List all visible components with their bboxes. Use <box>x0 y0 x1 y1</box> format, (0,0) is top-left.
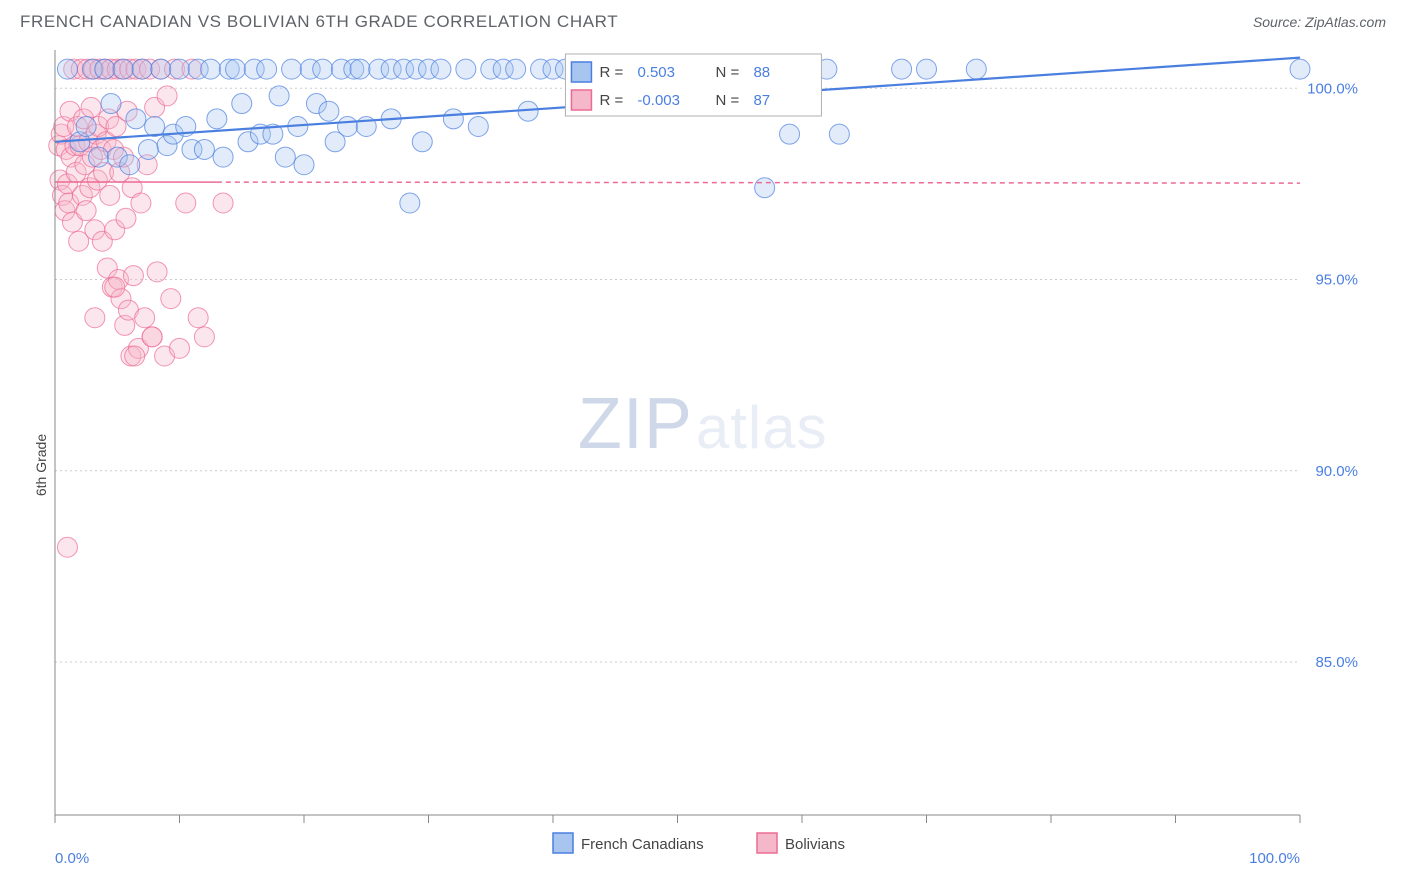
data-point <box>57 59 77 79</box>
data-point <box>157 86 177 106</box>
data-point <box>123 266 143 286</box>
data-point <box>132 59 152 79</box>
data-point <box>213 147 233 167</box>
stat-r-label: R = <box>599 64 623 81</box>
data-point <box>319 101 339 121</box>
data-point <box>213 193 233 213</box>
data-point <box>456 59 476 79</box>
data-point <box>226 59 246 79</box>
legend-swatch <box>571 90 591 110</box>
data-point <box>201 59 221 79</box>
data-point <box>194 139 214 159</box>
data-point <box>161 289 181 309</box>
stat-n-label: N = <box>715 64 739 81</box>
data-point <box>257 59 277 79</box>
legend-label: Bolivians <box>785 836 845 853</box>
data-point <box>176 193 196 213</box>
data-point <box>313 59 333 79</box>
data-point <box>142 327 162 347</box>
watermark: atlas <box>696 394 828 461</box>
legend-swatch <box>553 833 573 853</box>
chart-title: FRENCH CANADIAN VS BOLIVIAN 6TH GRADE CO… <box>20 12 618 32</box>
data-point <box>170 338 190 358</box>
data-point <box>188 308 208 328</box>
y-axis-tick-label: 100.0% <box>1307 80 1358 97</box>
data-point <box>120 155 140 175</box>
data-point <box>829 124 849 144</box>
y-axis-label: 6th Grade <box>33 434 49 496</box>
data-point <box>294 155 314 175</box>
data-point <box>105 277 125 297</box>
data-point <box>917 59 937 79</box>
data-point <box>350 59 370 79</box>
stat-r-value: -0.003 <box>637 92 680 109</box>
data-point <box>125 346 145 366</box>
data-point <box>113 59 133 79</box>
data-point <box>131 193 151 213</box>
watermark: ZIP <box>578 384 693 464</box>
data-point <box>81 97 101 117</box>
data-point <box>269 86 289 106</box>
data-point <box>76 117 96 137</box>
x-axis-tick-label: 100.0% <box>1249 850 1300 867</box>
data-point <box>431 59 451 79</box>
source-attribution: Source: ZipAtlas.com <box>1253 14 1386 30</box>
data-point <box>138 139 158 159</box>
data-point <box>89 147 109 167</box>
data-point <box>232 94 252 114</box>
data-point <box>57 537 77 557</box>
data-point <box>85 308 105 328</box>
data-point <box>506 59 526 79</box>
x-axis-tick-label: 0.0% <box>55 850 89 867</box>
data-point <box>780 124 800 144</box>
y-axis-tick-label: 90.0% <box>1315 463 1358 480</box>
data-point <box>282 59 302 79</box>
data-point <box>95 59 115 79</box>
data-point <box>194 327 214 347</box>
data-point <box>147 262 167 282</box>
data-point <box>101 94 121 114</box>
y-axis-tick-label: 95.0% <box>1315 272 1358 289</box>
data-point <box>100 185 120 205</box>
stat-n-value: 87 <box>753 92 770 109</box>
data-point <box>755 178 775 198</box>
chart-container: 6th Grade ZIPatlas 0.0% 100.0% 85.0% 90.0% 95… <box>0 40 1406 890</box>
data-point <box>76 201 96 221</box>
data-point <box>966 59 986 79</box>
data-point <box>275 147 295 167</box>
trend-line <box>217 182 1300 183</box>
scatter-chart: ZIPatlas 0.0% 100.0% 85.0% 90.0% 95.0% 100.0% R… <box>0 40 1406 890</box>
data-point <box>170 59 190 79</box>
data-point <box>412 132 432 152</box>
stat-r-label: R = <box>599 92 623 109</box>
data-point <box>338 117 358 137</box>
legend-swatch <box>571 62 591 82</box>
chart-header: FRENCH CANADIAN VS BOLIVIAN 6TH GRADE CO… <box>0 0 1406 40</box>
data-point <box>135 308 155 328</box>
data-point <box>116 208 136 228</box>
data-point <box>468 117 488 137</box>
data-point <box>1290 59 1310 79</box>
stat-n-value: 88 <box>753 64 770 81</box>
data-point <box>126 109 146 129</box>
data-point <box>443 109 463 129</box>
stat-r-value: 0.503 <box>637 64 675 81</box>
stat-n-label: N = <box>715 92 739 109</box>
data-point <box>207 109 227 129</box>
legend-swatch <box>757 833 777 853</box>
data-point <box>892 59 912 79</box>
data-point <box>400 193 420 213</box>
y-axis-tick-label: 85.0% <box>1315 654 1358 671</box>
legend-label: French Canadians <box>581 836 704 853</box>
data-point <box>151 59 171 79</box>
